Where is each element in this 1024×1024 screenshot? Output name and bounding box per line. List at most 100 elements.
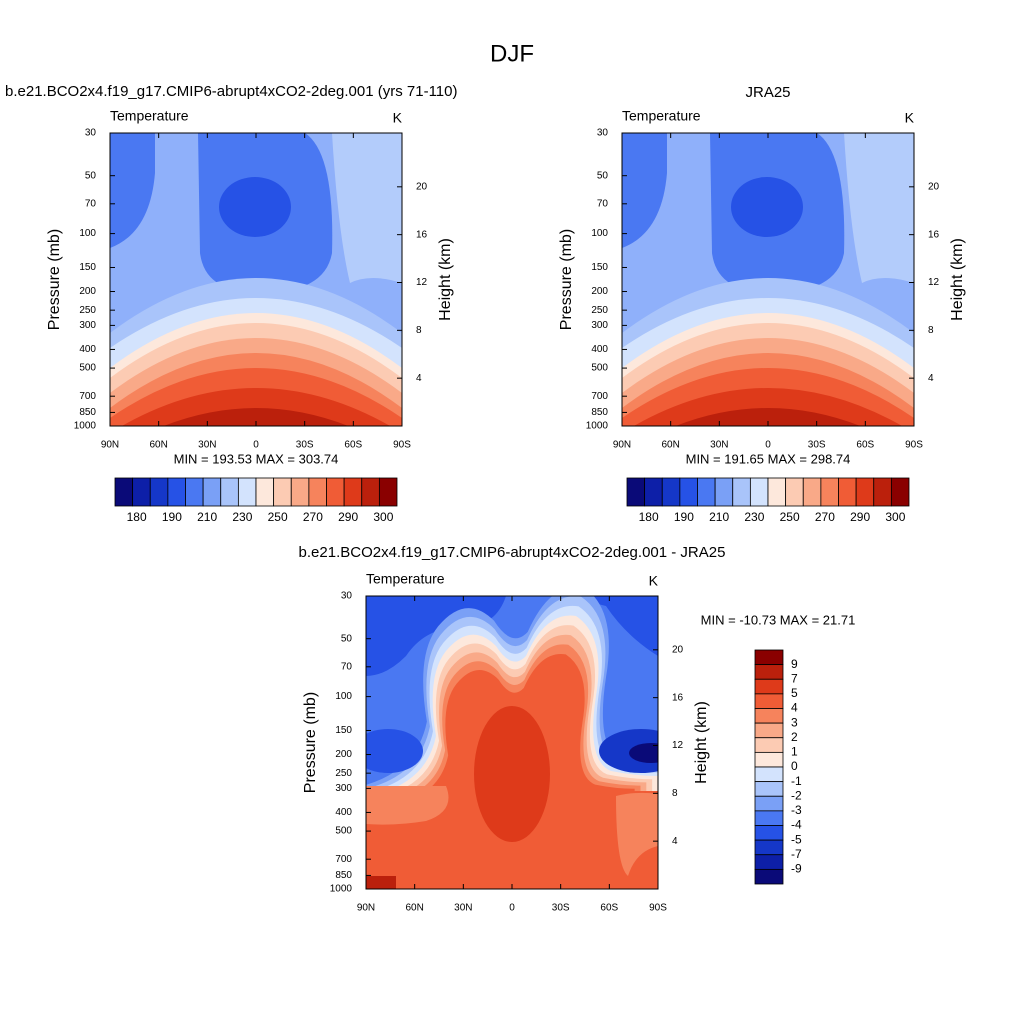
colorbar-box <box>149 477 169 507</box>
colorbar-box <box>255 477 275 507</box>
colorbar-box <box>114 477 134 507</box>
colorbar-label: 5 <box>791 686 798 700</box>
x-tick-label: 60S <box>344 440 362 451</box>
y-axis-label: Pressure (mb) <box>302 692 319 793</box>
y2-tick-label: 4 <box>672 836 678 847</box>
y2-tick-label: 16 <box>928 229 940 240</box>
y-tick-label: 1000 <box>586 421 609 432</box>
y-tick-label: 30 <box>597 128 609 139</box>
y-axis-label: Pressure (mb) <box>558 229 575 330</box>
y-tick-label: 50 <box>85 170 97 181</box>
colorbar-box <box>308 477 327 507</box>
colorbar-box <box>679 477 698 507</box>
colorbar-box <box>785 477 804 507</box>
colorbar-label: -3 <box>791 803 802 817</box>
colorbar-label: 210 <box>709 510 729 524</box>
colorbar-label: 0 <box>791 759 798 773</box>
colorbar-box <box>185 477 204 507</box>
colorbar-label: 300 <box>885 510 905 524</box>
x-tick-label: 90S <box>905 440 923 451</box>
y-tick-label: 50 <box>597 170 609 181</box>
y-tick-label: 850 <box>591 407 608 418</box>
y-tick-label: 150 <box>335 725 352 736</box>
y-tick-label: 700 <box>591 391 608 402</box>
x-tick-label: 30S <box>808 440 826 451</box>
colorbar-label: 190 <box>674 510 694 524</box>
x-tick-label: 0 <box>253 440 259 451</box>
colorbar-label: 7 <box>791 671 798 685</box>
x-tick-label: 90N <box>357 903 375 914</box>
y-tick-label: 500 <box>79 363 96 374</box>
colorbar-box <box>732 477 751 507</box>
y2-tick-label: 12 <box>928 277 940 288</box>
y-tick-label: 500 <box>591 363 608 374</box>
left-label: Temperature <box>622 108 701 124</box>
colorbar-box <box>873 477 892 507</box>
colorbar-label: 270 <box>303 510 323 524</box>
colorbar-box <box>661 477 681 507</box>
colorbar-label: 230 <box>232 510 252 524</box>
colorbar-box <box>220 477 239 507</box>
colorbar-label: 290 <box>338 510 358 524</box>
colorbar-box <box>361 477 380 507</box>
y2-tick-label: 8 <box>416 325 422 336</box>
y-tick-label: 300 <box>591 320 608 331</box>
colorbar-box <box>237 477 257 507</box>
colorbar-box <box>202 477 222 507</box>
y2-tick-label: 4 <box>928 373 934 384</box>
colorbar-label: -4 <box>791 818 802 832</box>
y-tick-label: 50 <box>341 633 353 644</box>
colorbar-box <box>644 477 663 507</box>
x-tick-label: 90N <box>101 440 119 451</box>
y-axis-label: Pressure (mb) <box>46 229 63 330</box>
x-tick-label: 30N <box>454 903 472 914</box>
colorbar-box <box>754 678 784 695</box>
colorbar-label: -9 <box>791 862 802 876</box>
y-tick-label: 250 <box>79 305 96 316</box>
colorbar-label: 4 <box>791 701 798 715</box>
contour-field <box>110 133 402 426</box>
y2-axis-label: Height (km) <box>437 238 454 321</box>
colorbar-label: -5 <box>791 832 802 846</box>
colorbar-box <box>754 766 784 783</box>
y-tick-label: 100 <box>591 228 608 239</box>
right-label: K <box>905 110 915 126</box>
y-tick-label: 1000 <box>74 421 97 432</box>
colorbar-box <box>290 477 310 507</box>
y2-tick-label: 4 <box>416 373 422 384</box>
y2-axis-label: Height (km) <box>949 238 966 321</box>
colorbar-box <box>714 477 734 507</box>
colorbar-label: 9 <box>791 657 798 671</box>
colorbar-box <box>754 693 784 709</box>
colorbar-box <box>754 795 784 812</box>
colorbar-label: 230 <box>744 510 764 524</box>
y-tick-label: 30 <box>85 128 97 139</box>
colorbar-box <box>754 781 784 797</box>
y2-tick-label: 20 <box>928 181 940 192</box>
colorbar-box <box>767 477 787 507</box>
colorbar-box <box>343 477 363 507</box>
colorbar-box <box>754 839 784 856</box>
colorbar-label: 290 <box>850 510 870 524</box>
y2-tick-label: 20 <box>672 644 684 655</box>
y-tick-label: 200 <box>79 286 96 297</box>
y-tick-label: 150 <box>79 262 96 273</box>
colorbar-label: 3 <box>791 715 798 729</box>
x-tick-label: 90S <box>393 440 411 451</box>
left-label: Temperature <box>366 571 445 587</box>
colorbar-box <box>754 868 784 885</box>
colorbar-box <box>754 854 784 870</box>
colorbar-box <box>626 477 646 507</box>
colorbar-box <box>754 751 784 768</box>
colorbar-label: 180 <box>639 510 659 524</box>
colorbar-box <box>754 825 784 841</box>
colorbar-box <box>855 477 875 507</box>
colorbar-label: 250 <box>780 510 800 524</box>
y-tick-label: 400 <box>335 807 352 818</box>
figure-title: DJF <box>490 40 534 67</box>
y-tick-label: 150 <box>591 262 608 273</box>
x-tick-label: 90S <box>649 903 667 914</box>
colorbar-box <box>754 737 784 753</box>
colorbar-box <box>132 477 151 507</box>
colorbar-box <box>754 722 784 739</box>
